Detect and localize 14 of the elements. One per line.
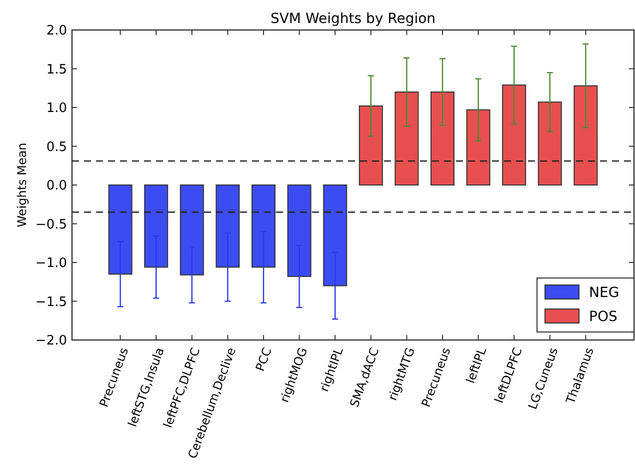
- y-tick-label: 1.0: [46, 101, 67, 116]
- x-tick-label: PCC: [252, 346, 274, 374]
- y-tick-label: −2.0: [35, 334, 67, 349]
- legend-label: POS: [589, 308, 618, 325]
- y-tick-label: −1.0: [35, 256, 67, 272]
- y-tick-label: 1.5: [46, 62, 67, 78]
- y-tick-label: −1.5: [35, 294, 67, 310]
- y-tick-label: 0.0: [46, 178, 67, 194]
- legend-label: NEG: [589, 284, 620, 301]
- y-tick-label: −0.5: [35, 217, 67, 232]
- y-tick-label: 0.5: [46, 140, 67, 155]
- y-tick-label: 2.0: [46, 24, 67, 39]
- y-axis-title: Weights Mean: [15, 142, 29, 228]
- chart-title: SVM Weights by Region: [270, 11, 436, 27]
